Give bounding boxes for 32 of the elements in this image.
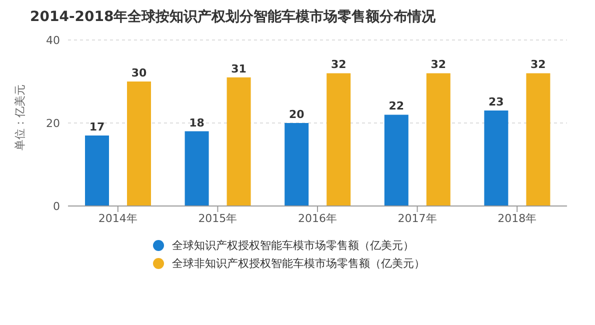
bar — [226, 77, 251, 206]
legend-label: 全球知识产权授权智能车模市场零售额（亿美元） — [172, 238, 414, 252]
data-label: 32 — [530, 58, 546, 72]
y-tick-label: 20 — [46, 116, 60, 130]
bar — [284, 123, 309, 206]
bar — [85, 135, 109, 206]
y-tick-label: 40 — [46, 34, 60, 47]
data-label: 32 — [330, 58, 346, 72]
y-axis-title: 单位：亿美元 — [12, 84, 28, 152]
data-label: 30 — [131, 66, 147, 80]
x-tick-label: 2014年 — [98, 212, 138, 225]
chart-title: 2014-2018年全球按知识产权划分智能车模市场零售额分布情况 — [29, 8, 437, 27]
data-label: 17 — [89, 120, 105, 134]
bar — [184, 131, 209, 206]
x-tick-label: 2015年 — [198, 212, 238, 225]
bar — [326, 73, 351, 206]
bar — [384, 114, 408, 206]
bar — [127, 82, 151, 206]
legend-label: 全球非知识产权授权智能车模市场零售额（亿美元） — [172, 256, 425, 270]
y-tick-label: 0 — [53, 200, 60, 213]
x-tick-label: 2016年 — [298, 212, 337, 225]
bar — [426, 73, 450, 206]
data-label: 31 — [231, 62, 246, 76]
data-label: 32 — [430, 58, 446, 72]
data-label: 18 — [189, 116, 204, 130]
x-tick-label: 2017年 — [398, 212, 437, 225]
x-tick-label: 2018年 — [498, 212, 537, 225]
data-label: 22 — [388, 100, 404, 113]
bar — [484, 110, 508, 206]
data-label: 20 — [288, 108, 305, 121]
bar — [526, 73, 550, 206]
data-label: 23 — [488, 96, 504, 109]
